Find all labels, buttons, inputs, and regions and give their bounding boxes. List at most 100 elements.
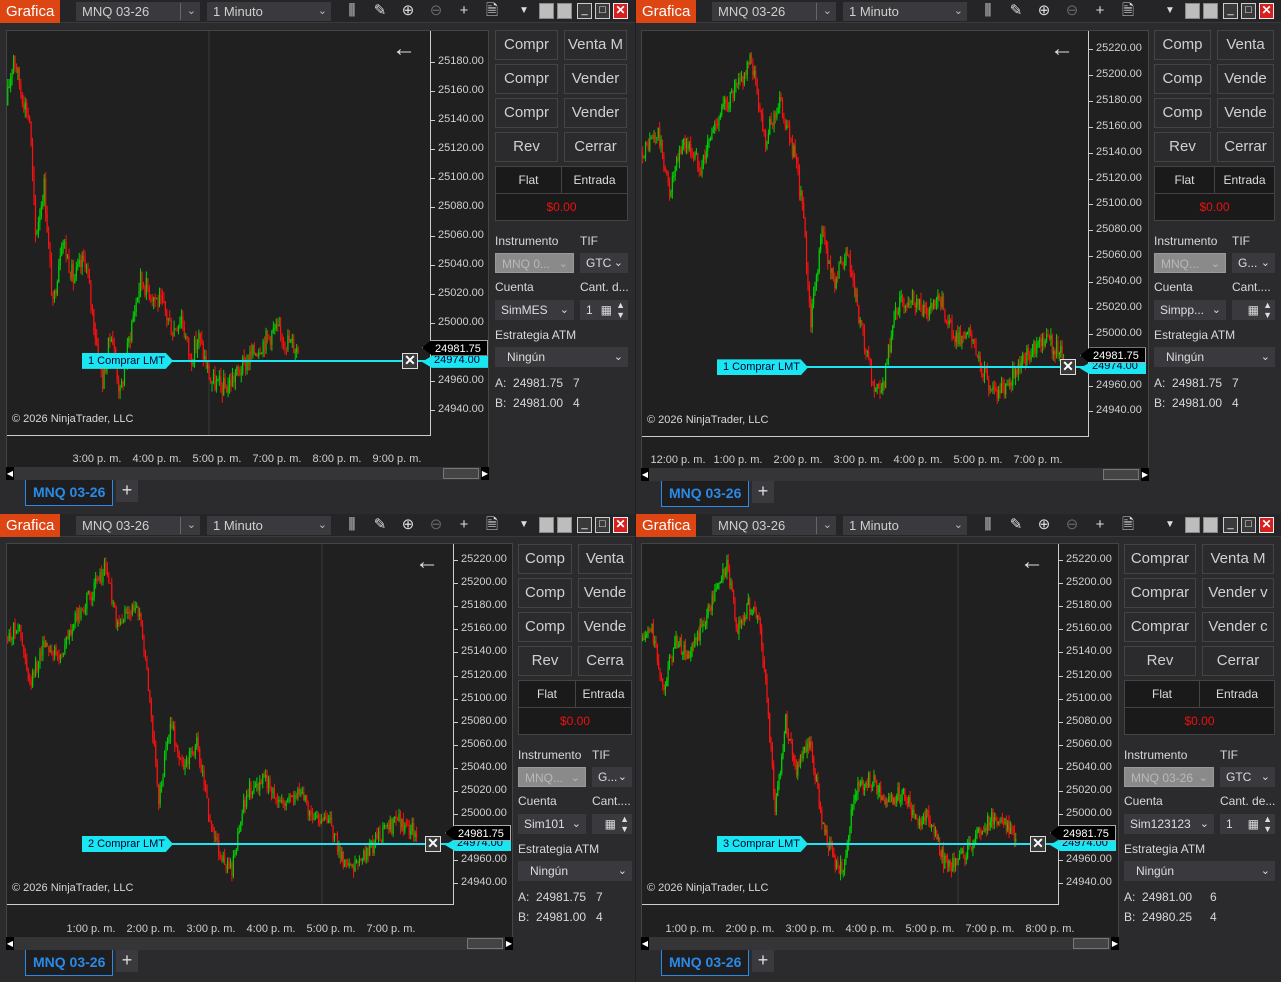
dropdown-arrow-icon[interactable]: ▼ (519, 5, 529, 16)
crosshair-icon[interactable]: + (1095, 516, 1105, 533)
bar-chart-icon[interactable]: ⫼ (984, 2, 992, 19)
instrument-selector[interactable]: MNQ 03-26 ⌄ (76, 2, 200, 21)
order-label[interactable]: 3 Comprar LMT (717, 836, 809, 852)
minimize-button[interactable]: _ (1223, 517, 1238, 533)
pencil-icon[interactable]: ✎ (1009, 2, 1023, 19)
crosshair-icon[interactable]: + (1095, 2, 1105, 19)
calculator-icon[interactable]: ▦ (600, 303, 612, 317)
tile-left-button[interactable] (539, 3, 554, 19)
cancel-order-icon[interactable]: ✕ (1030, 836, 1046, 852)
properties-icon[interactable]: 🗎 (1121, 2, 1135, 19)
tif-select[interactable]: G... ⌄ (1232, 253, 1275, 273)
scroll-left-icon[interactable]: ◀ (641, 937, 649, 950)
reverse-button[interactable]: Rev (518, 646, 572, 676)
horizontal-scrollbar[interactable]: ◀ ▶ (641, 937, 1119, 950)
scroll-right-icon[interactable]: ▶ (1141, 468, 1149, 481)
add-tab-button[interactable]: + (752, 481, 774, 503)
calculator-icon[interactable]: ▦ (604, 817, 616, 831)
sell-button[interactable]: Vender v (1202, 578, 1274, 608)
candlestick-chart[interactable] (642, 544, 1058, 904)
sell-button[interactable]: Vende (578, 612, 632, 642)
tile-left-button[interactable] (1185, 3, 1200, 19)
tile-left-button[interactable] (539, 517, 554, 533)
buy-button[interactable]: Comprar (1124, 578, 1196, 608)
dropdown-arrow-icon[interactable]: ▼ (519, 519, 529, 530)
pencil-icon[interactable]: ✎ (373, 2, 387, 19)
tab-instrument[interactable]: MNQ 03-26 (25, 480, 114, 506)
quantity-stepper[interactable]: ▦ ▲ ▼ (1232, 300, 1275, 320)
sell-button[interactable]: Venta M (564, 30, 627, 60)
zoom-out-icon[interactable]: ⊖ (429, 516, 443, 533)
close-button[interactable]: ✕ (613, 517, 628, 533)
horizontal-scrollbar[interactable]: ◀ ▶ (641, 468, 1149, 481)
chart-panel[interactable] (6, 543, 513, 942)
buy-button[interactable]: Compr (495, 64, 558, 94)
atm-strategy-select[interactable]: Ningún ⌄ (1124, 861, 1275, 881)
sell-button[interactable]: Vende (1217, 64, 1274, 94)
tab-instrument[interactable]: MNQ 03-26 (25, 950, 114, 976)
maximize-button[interactable]: □ (595, 517, 610, 533)
close-button[interactable]: ✕ (613, 3, 628, 19)
buy-button[interactable]: Comp (1154, 64, 1211, 94)
back-arrow-icon[interactable]: ← (1020, 548, 1044, 575)
dropdown-arrow-icon[interactable]: ▼ (1165, 5, 1175, 16)
close-position-button[interactable]: Cerra (578, 646, 632, 676)
spinner-icon[interactable]: ▲ ▼ (1263, 814, 1272, 834)
order-label[interactable]: 2 Comprar LMT (82, 836, 174, 852)
buy-button[interactable]: Comp (518, 612, 572, 642)
candlestick-chart[interactable] (642, 31, 1088, 436)
sell-button[interactable]: Vender c (1202, 612, 1274, 642)
add-tab-button[interactable]: + (752, 950, 774, 972)
account-select[interactable]: SimMES ⌄ (495, 300, 574, 320)
scroll-left-icon[interactable]: ◀ (641, 468, 649, 481)
candlestick-chart[interactable] (7, 544, 453, 904)
horizontal-scrollbar[interactable]: ◀ ▶ (6, 467, 489, 480)
calculator-icon[interactable]: ▦ (1247, 817, 1259, 831)
zoom-out-icon[interactable]: ⊖ (1065, 516, 1079, 533)
spinner-icon[interactable]: ▲ ▼ (620, 814, 629, 834)
quantity-stepper[interactable]: 1 ▦ ▲ ▼ (580, 300, 628, 320)
sell-button[interactable]: Vende (1217, 98, 1274, 128)
buy-button[interactable]: Comp (518, 544, 572, 574)
sell-button[interactable]: Venta (1217, 30, 1274, 60)
horizontal-scrollbar[interactable]: ◀ ▶ (6, 937, 513, 950)
zoom-in-icon[interactable]: ⊕ (1037, 2, 1051, 19)
tile-left-button[interactable] (1185, 517, 1200, 533)
spinner-icon[interactable]: ▲ ▼ (616, 300, 625, 320)
close-position-button[interactable]: Cerrar (1202, 646, 1274, 676)
reverse-button[interactable]: Rev (1124, 646, 1196, 676)
buy-button[interactable]: Comp (518, 578, 572, 608)
tif-select[interactable]: GTC ⌄ (1220, 767, 1275, 787)
buy-button[interactable]: Compr (495, 98, 558, 128)
timeframe-selector[interactable]: 1 Minuto ⌄ (843, 516, 967, 535)
properties-icon[interactable]: 🗎 (485, 516, 499, 533)
chart-panel[interactable] (6, 30, 489, 472)
crosshair-icon[interactable]: + (459, 2, 469, 19)
zoom-out-icon[interactable]: ⊖ (1065, 2, 1079, 19)
zoom-in-icon[interactable]: ⊕ (401, 2, 415, 19)
sell-button[interactable]: Vende (578, 578, 632, 608)
zoom-in-icon[interactable]: ⊕ (401, 516, 415, 533)
zoom-out-icon[interactable]: ⊖ (429, 2, 443, 19)
bar-chart-icon[interactable]: ⫼ (348, 516, 356, 533)
account-select[interactable]: Simpp... ⌄ (1154, 300, 1226, 320)
atm-strategy-select[interactable]: Ningún ⌄ (495, 347, 628, 367)
sell-button[interactable]: Venta (578, 544, 632, 574)
chart-panel[interactable] (641, 543, 1119, 942)
account-select[interactable]: Sim123123 ⌄ (1124, 814, 1214, 834)
buy-button[interactable]: Comp (1154, 30, 1211, 60)
minimize-button[interactable]: _ (1223, 3, 1238, 19)
maximize-button[interactable]: □ (1241, 3, 1256, 19)
order-line[interactable] (87, 359, 430, 362)
atm-strategy-select[interactable]: Ningún ⌄ (518, 861, 632, 881)
minimize-button[interactable]: _ (577, 517, 592, 533)
buy-button[interactable]: Comp (1154, 98, 1211, 128)
scroll-thumb[interactable] (467, 938, 503, 949)
close-position-button[interactable]: Cerrar (1217, 132, 1274, 162)
atm-strategy-select[interactable]: Ningún ⌄ (1154, 347, 1275, 367)
quantity-stepper[interactable]: ▦ ▲ ▼ (592, 814, 632, 834)
tile-right-button[interactable] (557, 3, 572, 19)
dropdown-arrow-icon[interactable]: ▼ (1165, 519, 1175, 530)
instrument-selector[interactable]: MNQ 03-26 ⌄ (712, 2, 836, 21)
quantity-stepper[interactable]: 1 ▦ ▲ ▼ (1220, 814, 1275, 834)
